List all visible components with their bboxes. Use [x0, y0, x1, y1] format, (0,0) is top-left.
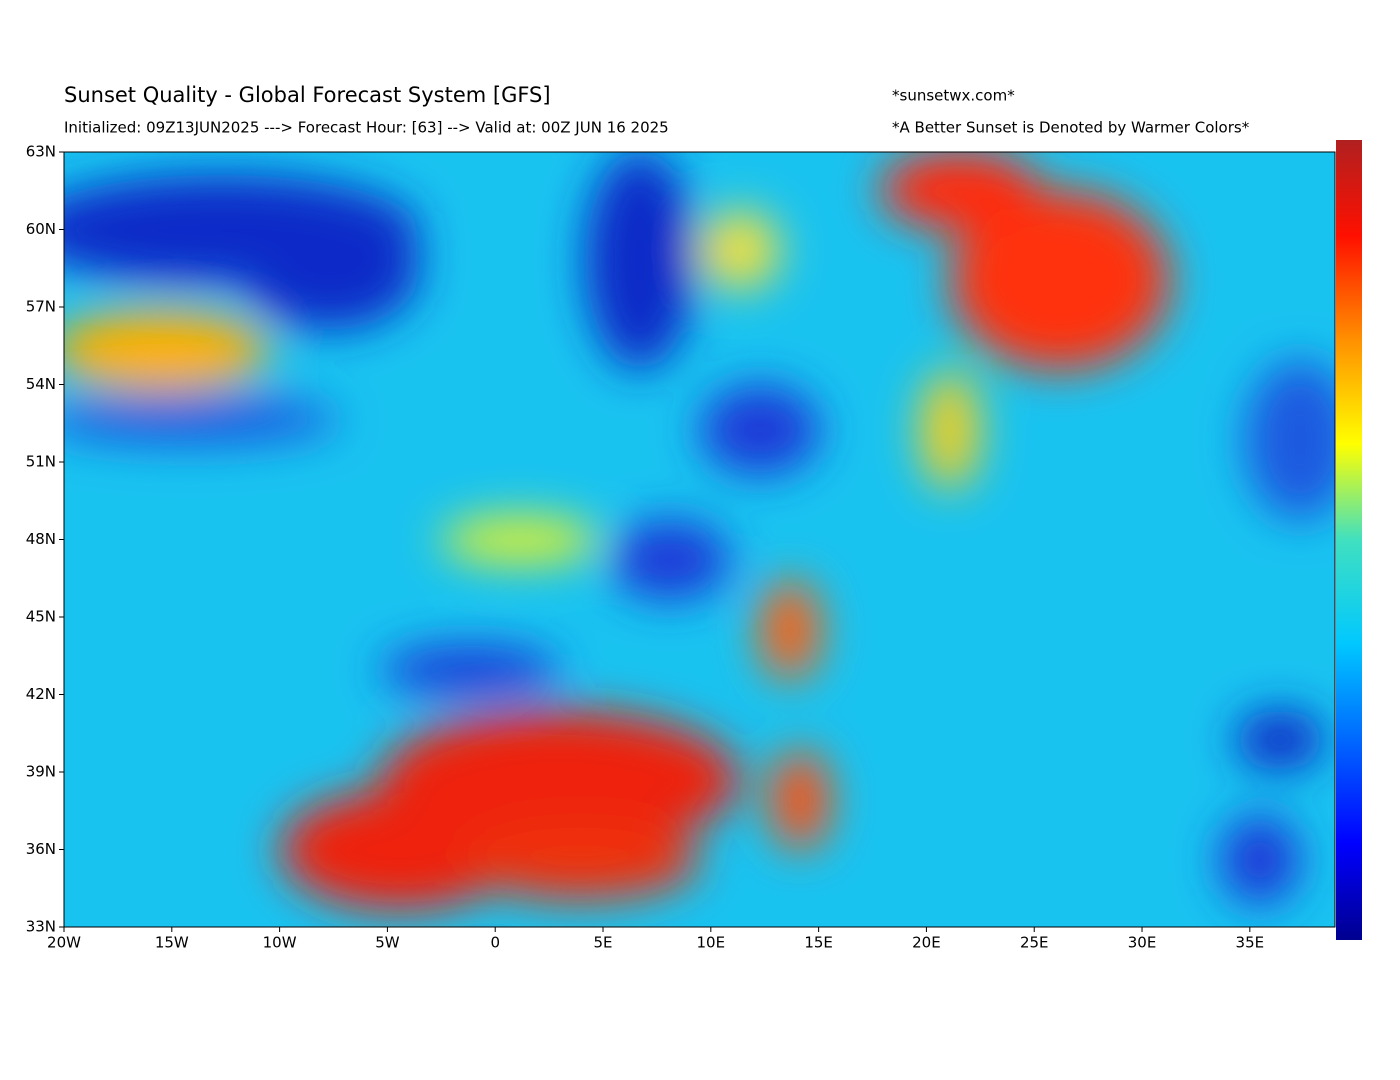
x-tick-label: 10E — [697, 934, 726, 952]
y-tick-label: 60N — [26, 220, 56, 238]
x-tick-label: 35E — [1236, 934, 1265, 952]
x-tick-label: 5E — [594, 934, 613, 952]
y-tick-label: 51N — [26, 453, 56, 471]
x-tick-label: 15W — [155, 934, 189, 952]
y-tick-label: 63N — [26, 143, 56, 161]
title: Sunset Quality - Global Forecast System … — [64, 83, 551, 107]
site: *sunsetwx.com* — [892, 87, 1015, 105]
forecast-field — [64, 152, 1335, 927]
x-tick-label: 20W — [47, 934, 81, 952]
y-tick-label: 33N — [26, 918, 56, 936]
x-tick-label: 30E — [1128, 934, 1157, 952]
y-tick-label: 36N — [26, 840, 56, 858]
x-tick-label: 25E — [1020, 934, 1049, 952]
y-tick-label: 54N — [26, 375, 56, 393]
x-tick-label: 0 — [490, 934, 500, 952]
note: *A Better Sunset is Denoted by Warmer Co… — [892, 119, 1250, 137]
subtitle: Initialized: 09Z13JUN2025 ---> Forecast … — [64, 119, 669, 137]
x-tick-label: 5W — [375, 934, 400, 952]
y-tick-label: 39N — [26, 763, 56, 781]
x-tick-label: 20E — [912, 934, 941, 952]
colorbar — [1336, 140, 1362, 940]
y-tick-label: 48N — [26, 530, 56, 548]
y-tick-label: 45N — [26, 608, 56, 626]
x-tick-label: 15E — [804, 934, 833, 952]
x-tick-label: 10W — [263, 934, 297, 952]
y-tick-label: 57N — [26, 298, 56, 316]
y-tick-label: 42N — [26, 685, 56, 703]
